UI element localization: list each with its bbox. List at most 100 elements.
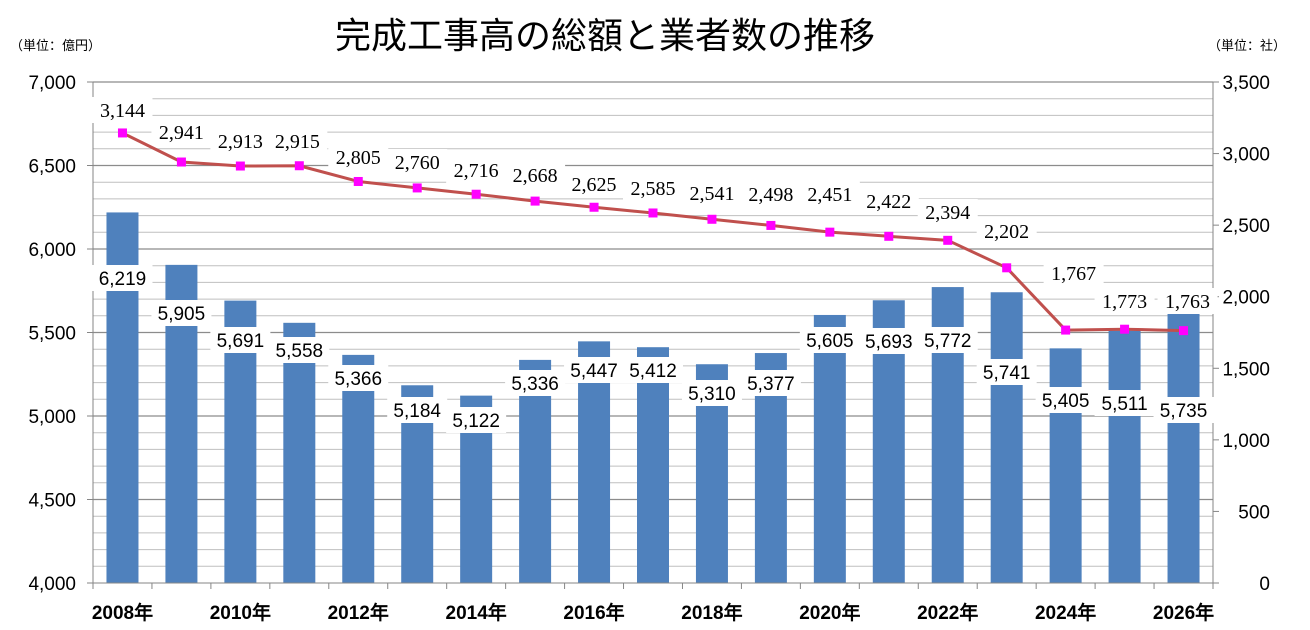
line-data-label: 2,941: [159, 122, 204, 144]
line-label-bg: [151, 119, 212, 145]
line-marker: [1002, 263, 1012, 273]
line-label-bg: [976, 218, 1037, 244]
bar-label-bg: [387, 397, 448, 423]
right-axis-ticks: 0 500 1,000 1,500 2,000 2,500 3,000 3,500: [1222, 73, 1270, 595]
left-axis-unit: （単位：億円）: [10, 38, 101, 54]
bar-data-label: 5,122: [452, 411, 500, 432]
line-marker: [825, 227, 835, 237]
bar: [519, 359, 552, 583]
right-axis-tick-label: 1,500: [1222, 359, 1270, 380]
chart-title: 完成工事高の総額と業者数の推移: [335, 16, 875, 57]
bar: [342, 354, 375, 583]
line-marker: [589, 202, 599, 212]
bar-data-label: 5,447: [570, 361, 618, 382]
line-marker: [1179, 326, 1189, 336]
bar-data-labels: 6,219 5,905 5,691 5,558 5,366 5,184 5,122 5,336…: [92, 265, 1214, 433]
right-axis-tick-label: 3,500: [1222, 73, 1270, 94]
bar-label-bg: [681, 380, 742, 406]
line-data-label: 2,585: [631, 178, 676, 200]
right-axis-tick-label: 500: [1238, 502, 1270, 523]
line-data-label: 2,202: [984, 221, 1029, 243]
left-axis-tick-label: 4,000: [28, 574, 76, 595]
line-marker: [1061, 325, 1071, 335]
line-label-bg: [387, 149, 448, 175]
bar-label-bg: [740, 370, 801, 396]
bar-label-bg: [446, 407, 507, 433]
line-label-bg: [1043, 260, 1104, 286]
right-axis-tick-label: 1,000: [1222, 431, 1270, 452]
x-axis-tick-label: 2022年: [917, 601, 978, 624]
bar-label-bg: [564, 357, 625, 383]
bar-data-label: 5,310: [688, 384, 736, 405]
bar-data-label: 5,905: [158, 304, 206, 325]
bar-label-bg: [328, 365, 389, 391]
line-marker: [530, 196, 540, 206]
x-axis-tick-label: 2012年: [328, 601, 389, 624]
line-label-bg: [917, 199, 978, 225]
x-axis-ticks: 2008年 2010年 2012年 2014年 2016年 2018年 2020年 2022年…: [92, 601, 1214, 624]
line-label-bg: [267, 128, 328, 154]
left-axis-tick-label: 7,000: [28, 73, 76, 94]
bar: [1049, 348, 1082, 583]
line-label-bg: [1157, 288, 1218, 314]
x-axis-tick-label: 2018年: [681, 601, 742, 624]
bar-label-bg: [210, 327, 271, 353]
bar-data-label: 5,336: [511, 374, 559, 395]
line-marker: [235, 161, 245, 171]
bar: [1108, 330, 1141, 583]
line-data-label: 1,763: [1165, 291, 1210, 313]
x-axis-tick-label: 2010年: [210, 601, 271, 624]
line-data-label: 2,422: [866, 191, 911, 213]
right-axis-tick-label: 0: [1259, 574, 1270, 595]
bar-data-label: 5,366: [334, 369, 382, 390]
line-marker: [707, 214, 717, 224]
right-axis-tick-label: 2,500: [1222, 216, 1270, 237]
line-data-label: 2,668: [513, 165, 558, 187]
line-label-bg: [505, 162, 566, 188]
line-label-bg: [681, 180, 742, 206]
bar-data-label: 5,511: [1102, 394, 1148, 415]
bar-label-bg: [917, 327, 978, 353]
line-label-bg: [1094, 288, 1155, 314]
bar-data-label: 5,735: [1160, 401, 1208, 422]
left-axis-tick-label: 6,000: [28, 240, 76, 261]
line-data-label: 1,767: [1051, 263, 1096, 285]
bar-data-label: 5,691: [217, 331, 265, 352]
bar-label-bg: [92, 265, 153, 291]
line-marker: [353, 176, 363, 186]
line-marker: [117, 128, 127, 138]
line-label-bg: [564, 171, 625, 197]
line-marker: [412, 183, 422, 193]
axes: [87, 81, 1219, 589]
line-series: [117, 128, 1189, 336]
bar-label-bg: [799, 327, 860, 353]
line-data-label: 2,394: [925, 202, 970, 224]
line-marker: [766, 220, 776, 230]
bar-label-bg: [269, 337, 330, 363]
line-marker: [648, 208, 658, 218]
bar-data-label: 5,558: [276, 341, 324, 362]
left-axis-tick-label: 5,000: [28, 407, 76, 428]
bar-label-bg: [623, 357, 683, 383]
bar-label-bg: [1153, 397, 1214, 423]
bar-data-label: 5,405: [1042, 391, 1090, 412]
line-data-label: 1,773: [1102, 291, 1147, 313]
line-marker: [1120, 324, 1130, 334]
x-axis-tick-label: 2024年: [1035, 601, 1096, 624]
line-data-label: 3,144: [100, 100, 145, 122]
x-axis-tick-label: 2008年: [92, 601, 153, 624]
left-axis-ticks: 4,000 4,500 5,000 5,500 6,000 6,500 7,000: [28, 73, 76, 595]
bar-data-label: 6,219: [99, 269, 147, 290]
bar-label-bg: [976, 359, 1037, 385]
line-label-bg: [740, 181, 801, 207]
bar-label-bg: [1035, 387, 1096, 413]
left-axis-tick-label: 6,500: [28, 157, 76, 178]
right-axis-unit: （単位：社）: [1208, 38, 1286, 54]
line-data-label: 2,541: [689, 183, 734, 205]
line-data-label: 2,913: [218, 131, 263, 153]
bar-series: [106, 212, 1200, 583]
bar-label-bg: [151, 300, 212, 326]
line-label-bg: [799, 181, 860, 207]
line-label-bg: [623, 175, 683, 201]
line-data-label: 2,805: [336, 147, 381, 169]
